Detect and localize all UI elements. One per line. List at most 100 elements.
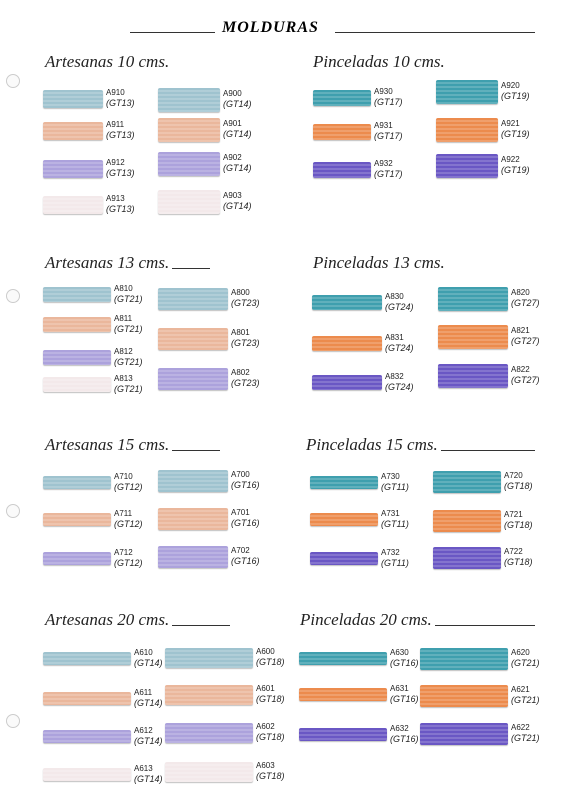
- item-group: (GT24): [385, 342, 414, 353]
- item-group: (GT13): [106, 98, 135, 108]
- item-code: A920: [501, 81, 520, 90]
- swatch: [158, 288, 228, 310]
- section-title: Pinceladas 13 cms.: [313, 253, 445, 272]
- item-code: A632: [390, 723, 409, 733]
- swatch: [436, 80, 498, 104]
- item-code: A621: [511, 685, 530, 694]
- rule: [130, 32, 215, 33]
- item-group: (GT21): [511, 733, 540, 743]
- punch-hole: [6, 714, 20, 728]
- item-group: (GT12): [114, 557, 143, 568]
- swatch: [43, 122, 103, 140]
- item-code: A601: [256, 684, 275, 693]
- section-title: Artesanas 15 cms.: [45, 435, 170, 454]
- item-group: (GT13): [106, 130, 135, 140]
- swatch: [438, 364, 508, 388]
- swatch: [420, 648, 508, 670]
- item-code: A910: [106, 88, 125, 97]
- swatch: [438, 325, 508, 349]
- item-code: A931: [374, 121, 393, 130]
- item-code: A831: [385, 332, 404, 342]
- item-code: A613: [134, 763, 153, 773]
- section-title: Artesanas 13 cms.: [45, 253, 170, 272]
- item-code: A830: [385, 291, 404, 301]
- swatch: [158, 328, 228, 350]
- item-code: A902: [223, 153, 242, 162]
- rule: [435, 625, 535, 626]
- swatch: [310, 513, 378, 526]
- swatch: [436, 118, 498, 142]
- swatch: [310, 476, 378, 489]
- item-group: (GT16): [390, 733, 419, 744]
- swatch: [158, 152, 220, 176]
- item-group: (GT14): [134, 697, 163, 708]
- rule: [335, 32, 535, 33]
- item-code: A811: [114, 313, 133, 323]
- swatch: [158, 118, 220, 142]
- item-code: A800: [231, 288, 250, 297]
- item-code: A600: [256, 647, 275, 656]
- swatch: [158, 470, 228, 492]
- item-group: (GT18): [256, 657, 285, 667]
- swatch: [438, 287, 508, 311]
- item-code: A932: [374, 159, 393, 168]
- item-group: (GT11): [381, 557, 409, 568]
- swatch: [43, 377, 111, 392]
- swatch: [312, 375, 382, 390]
- swatch: [436, 154, 498, 178]
- swatch: [43, 476, 111, 489]
- item-group: (GT14): [134, 735, 163, 746]
- item-group: (GT14): [134, 657, 163, 668]
- item-group: (GT18): [504, 481, 533, 491]
- item-code: A611: [134, 687, 153, 697]
- item-group: (GT24): [385, 301, 414, 312]
- item-code: A810: [114, 283, 133, 293]
- item-group: (GT23): [231, 298, 260, 308]
- item-code: A732: [381, 547, 400, 557]
- swatch: [433, 510, 501, 532]
- swatch: [299, 728, 387, 741]
- item-group: (GT13): [106, 168, 135, 178]
- item-group: (GT18): [256, 771, 285, 781]
- section-title: Pinceladas 20 cms.: [300, 610, 432, 629]
- swatch: [299, 688, 387, 701]
- swatch: [313, 162, 371, 178]
- section-title: Pinceladas 10 cms.: [313, 52, 445, 71]
- item-code: A813: [114, 373, 133, 383]
- swatch: [313, 124, 371, 140]
- item-code: A922: [501, 155, 520, 164]
- item-code: A622: [511, 723, 530, 732]
- item-code: A730: [381, 471, 400, 481]
- item-code: A821: [511, 326, 530, 335]
- item-code: A722: [504, 547, 523, 556]
- swatch: [158, 546, 228, 568]
- item-code: A712: [114, 547, 133, 557]
- punch-hole: [6, 289, 20, 303]
- item-code: A832: [385, 371, 404, 381]
- item-group: (GT16): [231, 556, 260, 566]
- swatch: [43, 513, 111, 526]
- item-group: (GT16): [231, 480, 260, 490]
- item-group: (GT14): [223, 129, 252, 139]
- swatch: [310, 552, 378, 565]
- swatch: [165, 685, 253, 705]
- swatch: [43, 90, 103, 108]
- item-code: A731: [381, 508, 400, 518]
- item-code: A700: [231, 470, 250, 479]
- item-group: (GT27): [511, 298, 540, 308]
- rule: [441, 450, 535, 451]
- rule: [172, 625, 230, 626]
- item-code: A720: [504, 471, 523, 480]
- swatch: [43, 652, 131, 665]
- swatch: [43, 552, 111, 565]
- item-code: A901: [223, 119, 242, 128]
- item-code: A620: [511, 648, 530, 657]
- item-code: A812: [114, 346, 133, 356]
- item-group: (GT24): [385, 381, 414, 392]
- item-code: A603: [256, 761, 275, 770]
- swatch: [43, 768, 131, 781]
- item-code: A913: [106, 194, 125, 203]
- item-group: (GT21): [114, 293, 143, 304]
- item-code: A721: [504, 510, 523, 519]
- item-code: A822: [511, 365, 530, 374]
